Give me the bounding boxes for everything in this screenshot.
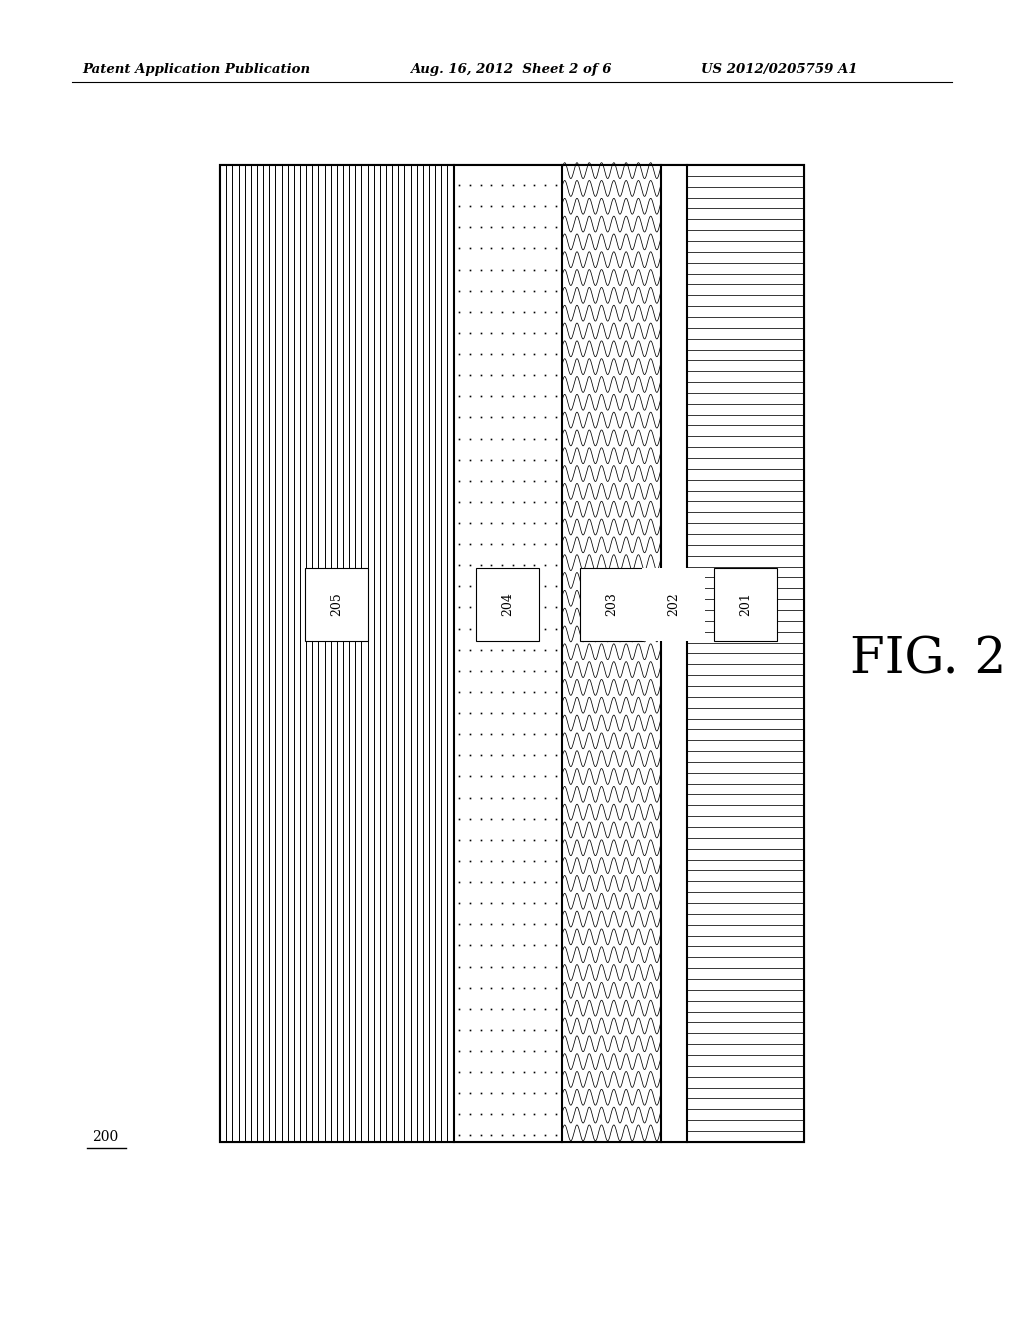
Bar [561,165,660,1142]
Text: FIG. 2: FIG. 2 [850,635,1007,685]
Text: 202: 202 [668,593,681,616]
Text: 205: 205 [331,593,343,616]
Bar [687,165,804,1142]
Text: 200: 200 [92,1130,119,1144]
Text: Aug. 16, 2012  Sheet 2 of 6: Aug. 16, 2012 Sheet 2 of 6 [410,63,611,77]
Text: 204: 204 [501,593,514,616]
Bar [660,165,687,1142]
Bar [220,165,804,1142]
Text: US 2012/0205759 A1: US 2012/0205759 A1 [701,63,858,77]
Bar [454,165,561,1142]
Bar [220,165,454,1142]
Text: 201: 201 [739,593,752,616]
Bar [220,165,804,1142]
Text: Patent Application Publication: Patent Application Publication [82,63,310,77]
Text: 203: 203 [605,593,617,616]
